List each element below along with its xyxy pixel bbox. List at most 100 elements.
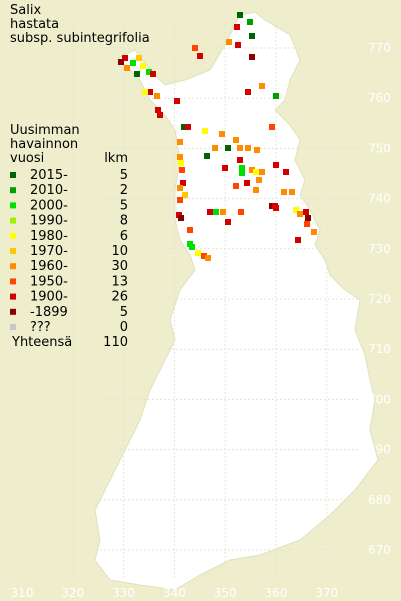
legend-count: 5 (120, 168, 128, 183)
observation-square (182, 192, 188, 198)
observation-square (259, 169, 265, 175)
observation-square (226, 39, 232, 45)
observation-square (289, 189, 295, 195)
observation-square (219, 131, 225, 137)
legend-label: 2000- (30, 198, 68, 213)
observation-square (205, 255, 211, 261)
y-grid-label: 690 (368, 443, 391, 457)
observation-square (269, 124, 275, 130)
observation-square (180, 180, 186, 186)
observation-square (273, 93, 279, 99)
finland-outline (94, 11, 379, 591)
observation-square (303, 209, 309, 215)
observation-square (177, 185, 183, 191)
x-grid-label: 310 (11, 586, 34, 600)
legend-label: ??? (30, 320, 51, 335)
y-grid-label: 730 (368, 242, 391, 256)
x-grid-label: 370 (315, 586, 338, 600)
observations (118, 12, 317, 261)
observation-square (244, 180, 250, 186)
observation-square (235, 42, 241, 48)
y-grid-label: 720 (368, 292, 391, 306)
observation-square (247, 19, 253, 25)
x-grid-label: 350 (214, 586, 237, 600)
observation-square (233, 137, 239, 143)
observation-square (122, 55, 128, 61)
observation-square (212, 145, 218, 151)
observation-square (283, 169, 289, 175)
observation-square (202, 128, 208, 134)
map-title: hastata (10, 17, 59, 32)
legend-label: 2010- (30, 183, 68, 198)
legend-count: 26 (111, 290, 128, 305)
observation-square (239, 165, 245, 171)
legend-swatch (10, 232, 16, 239)
map-title: subsp. subintegrifolia (10, 31, 150, 46)
legend-swatch (10, 202, 16, 209)
legend-count: 5 (120, 198, 128, 213)
observation-square (136, 55, 142, 61)
observation-square (249, 167, 255, 173)
observation-square (197, 53, 203, 59)
legend-label: 1990- (30, 214, 68, 229)
legend-label: 1970- (30, 244, 68, 259)
observation-square (185, 124, 191, 130)
y-grid-label: 700 (368, 392, 391, 406)
observation-square (225, 219, 231, 225)
legend-count: 30 (111, 259, 128, 274)
observation-square (140, 63, 146, 69)
observation-square (249, 54, 255, 60)
x-grid-label: 330 (112, 586, 135, 600)
observation-square (154, 93, 160, 99)
observation-square (204, 153, 210, 159)
observation-square (189, 244, 195, 250)
legend-label: 1960- (30, 259, 68, 274)
observation-square (304, 221, 310, 227)
legend-label: 2015- (30, 168, 68, 183)
observation-square (179, 167, 185, 173)
observation-square (234, 24, 240, 30)
observation-square (297, 211, 303, 217)
y-grid-label: 770 (368, 41, 391, 55)
y-grid-label: 680 (368, 493, 391, 507)
observation-square (237, 12, 243, 18)
observation-square (222, 165, 228, 171)
observation-square (295, 237, 301, 243)
observation-square (177, 197, 183, 203)
x-grid-label: 340 (163, 586, 186, 600)
legend-swatch (10, 278, 16, 285)
y-grid-label: 710 (368, 342, 391, 356)
observation-square (225, 145, 231, 151)
legend-swatch (10, 324, 16, 330)
observation-square (254, 147, 260, 153)
observation-square (178, 215, 184, 221)
y-grid-label: 670 (368, 543, 391, 557)
observation-square (237, 145, 243, 151)
observation-square (253, 187, 259, 193)
legend-count: 13 (111, 274, 128, 289)
observation-square (238, 209, 244, 215)
observation-square (157, 112, 163, 118)
observation-square (245, 145, 251, 151)
observation-square (293, 207, 299, 213)
observation-square (281, 189, 287, 195)
observation-square (207, 209, 213, 215)
legend-header: havainnon (10, 137, 78, 152)
y-grid-label: 750 (368, 141, 391, 155)
legend-swatch (10, 172, 16, 178)
observation-square (249, 33, 255, 39)
y-grid-label: 740 (368, 192, 391, 206)
observation-square (195, 250, 201, 256)
legend-count-header: lkm (104, 151, 128, 166)
legend-total-count: 110 (103, 335, 128, 350)
legend-swatch (10, 263, 16, 270)
legend-swatch (10, 217, 16, 224)
observation-square (174, 98, 180, 104)
observation-square (181, 124, 187, 130)
legend-count: 5 (120, 305, 128, 320)
y-grid-label: 760 (368, 91, 391, 105)
legend-swatch (10, 187, 16, 194)
